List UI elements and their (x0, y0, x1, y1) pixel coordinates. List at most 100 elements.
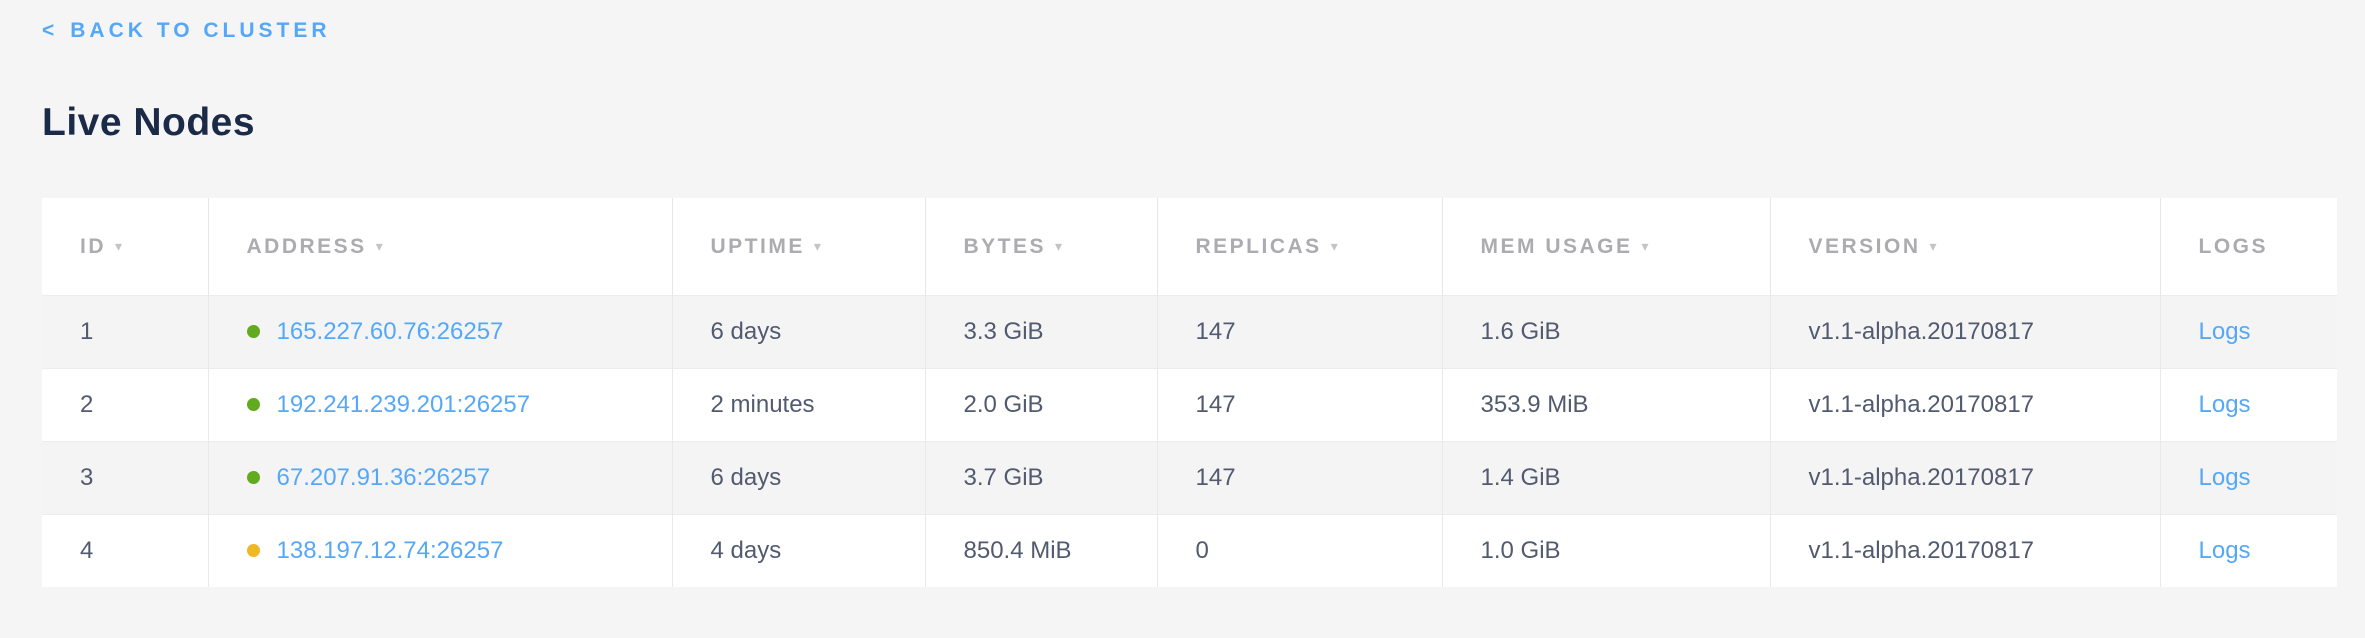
node-address-link[interactable]: 67.207.91.36:26257 (276, 464, 491, 491)
node-uptime: 2 minutes (710, 391, 815, 418)
cell-node-version: v1.1-alpha.20170817 (1769, 514, 2160, 587)
cell-node-bytes: 2.0 GiB (924, 368, 1157, 442)
cell-node-address: 67.207.91.36:26257 (207, 441, 672, 515)
cell-node-id: 4 (42, 514, 208, 587)
node-id: 4 (80, 537, 94, 564)
node-replicas: 147 (1195, 391, 1236, 418)
cell-node-logs: Logs (2159, 368, 2337, 442)
cell-node-address: 138.197.12.74:26257 (207, 514, 672, 587)
column-header-replicas[interactable]: REPLICAS ▾ (1156, 198, 1442, 296)
sort-arrow-icon: ▾ (1330, 237, 1338, 254)
cell-node-logs: Logs (2159, 295, 2337, 369)
cell-node-mem-usage: 353.9 MiB (1441, 368, 1770, 442)
node-version: v1.1-alpha.20170817 (1808, 464, 2035, 491)
cell-node-mem-usage: 1.4 GiB (1441, 441, 1770, 515)
column-label: VERSION (1808, 234, 1921, 258)
logs-link[interactable]: Logs (2198, 391, 2251, 418)
column-label: REPLICAS (1195, 234, 1322, 258)
column-header-address[interactable]: ADDRESS ▾ (207, 198, 672, 296)
live-nodes-page: < BACK TO CLUSTER Live Nodes ID ▾ ADDRESS ▾… (42, 18, 2337, 587)
column-label: MEM USAGE (1480, 234, 1633, 258)
node-version: v1.1-alpha.20170817 (1808, 318, 2035, 345)
sort-arrow-icon: ▾ (115, 237, 123, 254)
node-row: 4 138.197.12.74:26257 4 days 850.4 MiB 0 1.0 … (42, 514, 2337, 587)
column-label: BYTES (963, 234, 1047, 258)
back-link-label: BACK TO CLUSTER (70, 19, 331, 42)
cell-node-version: v1.1-alpha.20170817 (1769, 441, 2160, 515)
cell-node-logs: Logs (2159, 441, 2337, 515)
column-header-version[interactable]: VERSION ▾ (1769, 198, 2160, 296)
node-row: 3 67.207.91.36:26257 6 days 3.7 GiB 147 1.4 G… (42, 441, 2337, 515)
node-status-dot-icon (246, 398, 260, 411)
cell-node-uptime: 2 minutes (671, 368, 925, 442)
cell-node-replicas: 147 (1156, 441, 1442, 515)
node-uptime: 4 days (710, 537, 782, 564)
node-row: 2 192.241.239.201:26257 2 minutes 2.0 GiB 14… (42, 368, 2337, 442)
node-version: v1.1-alpha.20170817 (1808, 391, 2035, 418)
cell-node-bytes: 3.7 GiB (924, 441, 1157, 515)
node-uptime: 6 days (710, 318, 782, 345)
cell-node-logs: Logs (2159, 514, 2337, 587)
cell-node-address: 165.227.60.76:26257 (207, 295, 672, 369)
node-replicas: 147 (1195, 318, 1236, 345)
node-replicas: 147 (1195, 464, 1236, 491)
cell-node-id: 1 (42, 295, 208, 369)
node-row: 1 165.227.60.76:26257 6 days 3.3 GiB 147 1.6 … (42, 295, 2337, 369)
cell-node-uptime: 6 days (671, 295, 925, 369)
cell-node-uptime: 6 days (671, 441, 925, 515)
cell-node-address: 192.241.239.201:26257 (207, 368, 672, 442)
node-id: 1 (80, 318, 94, 345)
column-label: ADDRESS (246, 234, 367, 258)
cell-node-uptime: 4 days (671, 514, 925, 587)
logs-link[interactable]: Logs (2198, 537, 2251, 564)
node-address-link[interactable]: 138.197.12.74:26257 (276, 537, 504, 564)
node-uptime: 6 days (710, 464, 782, 491)
column-header-mem_usage[interactable]: MEM USAGE ▾ (1441, 198, 1770, 296)
column-header-id[interactable]: ID ▾ (42, 198, 208, 296)
sort-arrow-icon: ▾ (1929, 237, 1937, 254)
sort-arrow-icon: ▾ (1055, 237, 1063, 254)
sort-arrow-icon: ▾ (375, 237, 383, 254)
cell-node-bytes: 850.4 MiB (924, 514, 1157, 587)
node-bytes: 2.0 GiB (963, 391, 1044, 418)
cell-node-version: v1.1-alpha.20170817 (1769, 295, 2160, 369)
sort-arrow-icon: ▾ (1641, 237, 1649, 254)
cell-node-mem-usage: 1.0 GiB (1441, 514, 1770, 587)
node-id: 3 (80, 464, 94, 491)
node-bytes: 3.3 GiB (963, 318, 1044, 345)
sort-arrow-icon: ▾ (813, 237, 821, 254)
cell-node-replicas: 147 (1156, 368, 1442, 442)
back-to-cluster-link[interactable]: < BACK TO CLUSTER (42, 18, 331, 44)
node-address-link[interactable]: 165.227.60.76:26257 (276, 318, 504, 345)
cell-node-version: v1.1-alpha.20170817 (1769, 368, 2160, 442)
logs-link[interactable]: Logs (2198, 464, 2251, 491)
column-label: UPTIME (710, 234, 805, 258)
column-header-logs: LOGS (2159, 198, 2337, 296)
node-mem-usage: 353.9 MiB (1480, 391, 1589, 418)
column-header-uptime[interactable]: UPTIME ▾ (671, 198, 925, 296)
cell-node-bytes: 3.3 GiB (924, 295, 1157, 369)
node-version: v1.1-alpha.20170817 (1808, 537, 2035, 564)
live-nodes-table: ID ▾ ADDRESS ▾ UPTIME ▾ BYTES ▾ REPLICAS ▾ MEM USA… (42, 198, 2337, 587)
node-mem-usage: 1.0 GiB (1480, 537, 1561, 564)
node-bytes: 3.7 GiB (963, 464, 1044, 491)
cell-node-mem-usage: 1.6 GiB (1441, 295, 1770, 369)
node-status-dot-icon (246, 325, 260, 338)
page-title: Live Nodes (42, 101, 256, 144)
back-chevron-icon: < (42, 19, 59, 42)
node-status-dot-icon (246, 471, 260, 484)
node-mem-usage: 1.4 GiB (1480, 464, 1561, 491)
cell-node-id: 3 (42, 441, 208, 515)
node-replicas: 0 (1195, 537, 1209, 564)
node-mem-usage: 1.6 GiB (1480, 318, 1561, 345)
column-label: LOGS (2198, 234, 2269, 258)
cell-node-replicas: 0 (1156, 514, 1442, 587)
logs-link[interactable]: Logs (2198, 318, 2251, 345)
node-bytes: 850.4 MiB (963, 537, 1072, 564)
column-label: ID (80, 234, 106, 258)
node-id: 2 (80, 391, 94, 418)
cell-node-replicas: 147 (1156, 295, 1442, 369)
node-status-dot-icon (246, 544, 260, 557)
node-address-link[interactable]: 192.241.239.201:26257 (276, 391, 531, 418)
column-header-bytes[interactable]: BYTES ▾ (924, 198, 1157, 296)
